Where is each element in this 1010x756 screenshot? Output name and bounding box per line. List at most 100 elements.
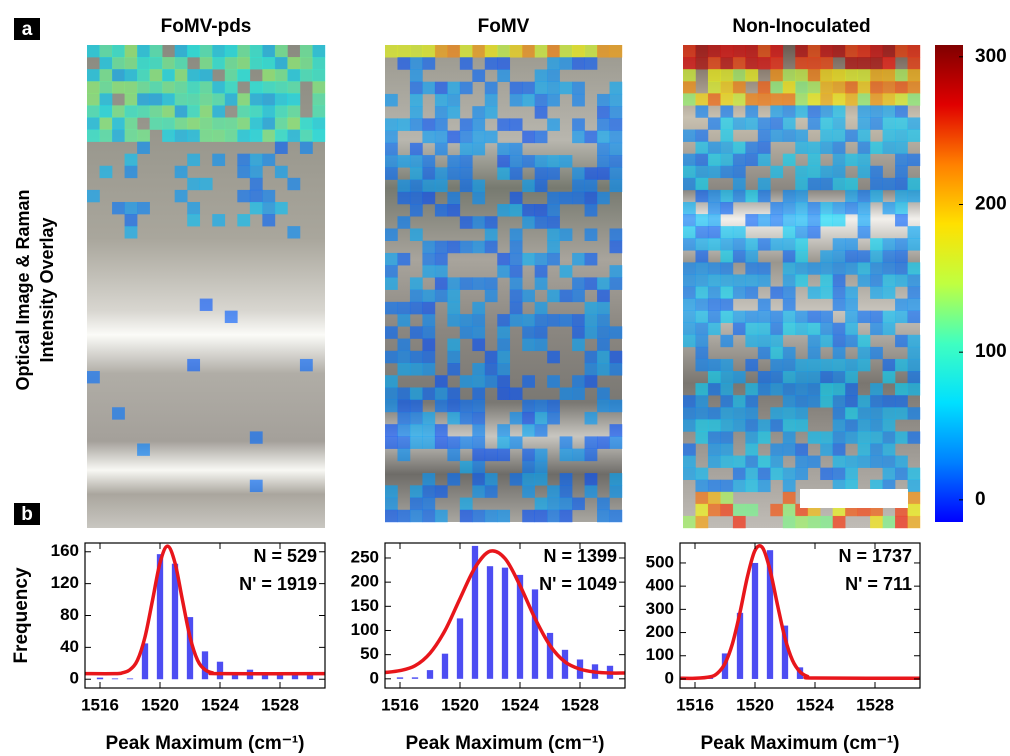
overlay-cell — [484, 473, 498, 486]
overlay-cell — [447, 338, 461, 352]
overlay-cell — [509, 411, 523, 425]
overlay-cell — [832, 383, 846, 396]
overlay-cell — [472, 179, 486, 193]
x-tick-label: 1516 — [381, 695, 419, 714]
overlay-cell — [597, 93, 610, 107]
overlay-cell — [497, 314, 511, 327]
overlay-cell — [845, 262, 858, 275]
overlay-cell — [397, 509, 411, 523]
overlay-cell — [249, 165, 263, 179]
overlay-cell — [795, 443, 809, 456]
y-tick-label: 500 — [646, 552, 674, 571]
overlay-cell — [312, 57, 326, 70]
overlay-cell — [757, 177, 771, 191]
overlay-cell — [497, 57, 511, 70]
overlay-cell — [770, 334, 784, 348]
overlay-cell — [695, 346, 709, 360]
overlay-cell — [609, 179, 623, 193]
overlay-cell — [559, 314, 573, 327]
bar — [261, 672, 269, 680]
overlay-cell — [895, 467, 908, 480]
overlay-cell — [385, 436, 398, 449]
overlay-cell — [422, 424, 436, 437]
overlay-cell — [137, 69, 150, 82]
overlay-cell — [907, 117, 921, 130]
overlay-cell — [559, 57, 573, 70]
overlay-cell — [707, 57, 721, 70]
overlay-cell — [522, 509, 535, 523]
overlay-cell — [683, 419, 696, 432]
overlay-cell — [795, 407, 809, 420]
overlay-cell — [422, 314, 436, 327]
overlay-cell — [534, 497, 548, 511]
overlay-cell — [385, 265, 398, 278]
overlay-cell — [832, 467, 846, 480]
overlay-cell — [559, 448, 573, 462]
overlay-cell — [832, 262, 846, 275]
overlay-cell — [732, 310, 746, 324]
overlay-cell — [782, 238, 796, 251]
overlay-cell — [609, 350, 623, 364]
overlay-cell — [409, 167, 423, 180]
overlay-cell — [287, 69, 301, 82]
overlay-cell — [845, 322, 858, 336]
overlay-cell — [832, 117, 846, 130]
overlay-cell — [124, 81, 138, 94]
overlay-cell — [895, 262, 908, 275]
overlay-cell — [832, 358, 846, 372]
overlay-cell — [572, 497, 585, 511]
overlay-cell — [459, 155, 473, 168]
overlay-cell — [757, 455, 771, 468]
overlay-cell — [770, 214, 784, 227]
overlay-cell — [547, 375, 560, 388]
overlay-cell — [720, 57, 734, 70]
overlay-cell — [397, 424, 411, 437]
overlay-cell — [609, 93, 623, 107]
overlay-cell — [707, 383, 721, 396]
overlay-cell — [882, 310, 896, 324]
overlay-cell — [707, 431, 721, 444]
overlay-cell — [683, 226, 696, 239]
overlay-cell — [547, 289, 560, 303]
overlay-cell — [683, 69, 696, 82]
overlay-cell — [299, 358, 313, 372]
overlay-cell — [124, 165, 138, 179]
overlay-cell — [174, 129, 188, 142]
overlay-cell — [795, 141, 809, 154]
overlay-cell — [124, 117, 138, 130]
overlay-cell — [707, 407, 721, 420]
overlay-cell — [534, 252, 548, 266]
overlay-cell — [472, 277, 486, 290]
overlay-cell — [409, 387, 423, 400]
overlay-cell — [795, 371, 809, 384]
overlay-cell — [162, 81, 175, 94]
overlay-cell — [857, 431, 871, 444]
overlay-cell — [807, 371, 821, 384]
overlay-cell — [522, 179, 535, 193]
overlay-cell — [745, 141, 759, 154]
y-tick-label: 200 — [646, 622, 674, 641]
overlay-cell — [484, 277, 498, 290]
overlay-cell — [609, 81, 623, 95]
overlay-cell — [770, 57, 784, 70]
overlay-cell — [707, 310, 721, 324]
overlay-cell — [484, 363, 498, 376]
overlay-cell — [472, 118, 486, 131]
overlay-cell — [584, 448, 598, 462]
overlay-cell — [745, 45, 759, 58]
overlay-cell — [870, 238, 883, 251]
overlay-cell — [907, 93, 921, 106]
overlay-cell — [522, 204, 535, 217]
overlay-cell — [895, 250, 908, 263]
overlay-cell — [385, 509, 398, 523]
overlay-cell — [609, 363, 623, 376]
overlay-cell — [782, 431, 796, 444]
overlay-cell — [820, 117, 833, 130]
overlay-cell — [757, 45, 771, 58]
overlay-cell — [274, 57, 288, 70]
overlay-cell — [857, 274, 871, 287]
overlay-cell — [695, 177, 709, 191]
image-title: FoMV-pds — [161, 16, 252, 37]
overlay-cell — [224, 57, 238, 70]
overlay-cell — [732, 479, 746, 493]
